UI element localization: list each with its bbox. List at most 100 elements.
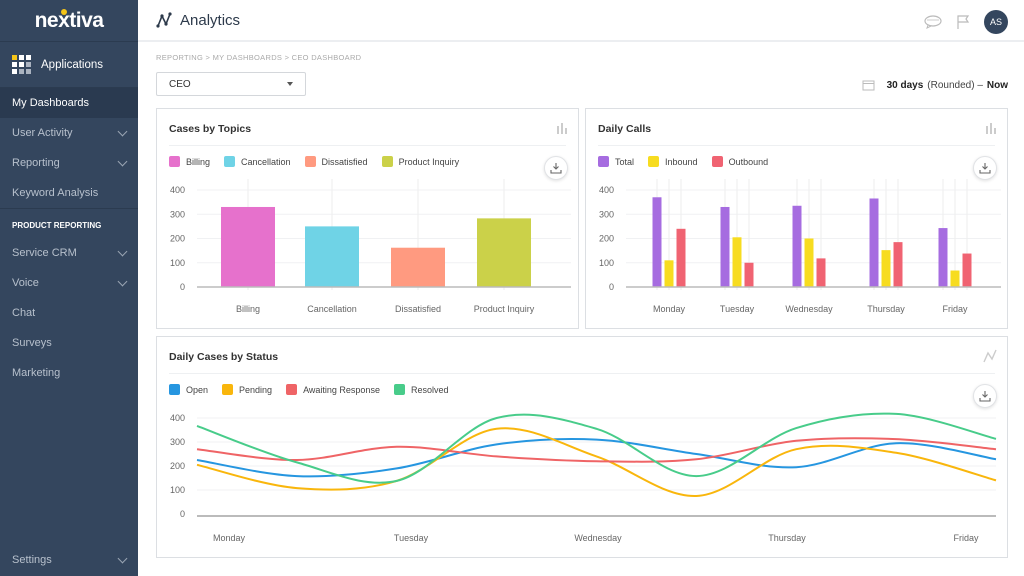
x-tick-label: Wednesday bbox=[574, 533, 622, 543]
bar-inbound-friday bbox=[950, 270, 960, 287]
chat-icon[interactable] bbox=[924, 15, 942, 29]
x-tick-label: Product Inquiry bbox=[474, 304, 535, 314]
legend-swatch bbox=[393, 384, 405, 395]
sidebar-item-marketing[interactable]: Marketing bbox=[12, 367, 61, 379]
legend-item[interactable]: Awaiting Response bbox=[286, 384, 380, 395]
line-chart-icon[interactable] bbox=[983, 349, 997, 368]
nextiva-logo[interactable]: nextiva bbox=[0, 0, 138, 42]
apps-grid-icon bbox=[12, 55, 31, 74]
chart-plot: 0 100 200 300 400 Monday Tuesday Wednesday Thurs… bbox=[599, 179, 1001, 314]
x-tick-label: Cancellation bbox=[307, 304, 357, 314]
legend-swatch bbox=[381, 156, 393, 167]
analytics-icon bbox=[156, 12, 172, 28]
bar-dissatisfied bbox=[391, 247, 445, 287]
legend-item[interactable]: Cancellation bbox=[224, 156, 291, 167]
section-product-reporting: PRODUCT REPORTING bbox=[0, 208, 138, 238]
bar-inbound-thursday bbox=[881, 250, 891, 287]
sidebar: nextiva Applications My Dashboards User A… bbox=[0, 0, 138, 576]
chart-plot: 0 100 200 300 400 Billing Cancellation Dissatis… bbox=[170, 179, 571, 314]
y-tick-label: 0 bbox=[609, 282, 614, 292]
y-tick-label: 300 bbox=[599, 209, 614, 219]
legend-swatch bbox=[286, 384, 298, 395]
sidebar-item-keyword-analysis[interactable]: Keyword Analysis bbox=[12, 187, 99, 199]
y-tick-label: 400 bbox=[599, 185, 614, 195]
sidebar-item-chat[interactable]: Chat bbox=[12, 307, 36, 319]
sidebar-item-my-dashboards[interactable]: My Dashboards bbox=[0, 88, 138, 118]
caret-down-icon bbox=[287, 82, 293, 86]
download-button[interactable] bbox=[544, 156, 568, 180]
dashboard-select[interactable]: CEO bbox=[156, 72, 306, 96]
sidebar-item-surveys[interactable]: Surveys bbox=[12, 337, 52, 349]
sidebar-item-user-activity[interactable]: User Activity bbox=[0, 118, 138, 148]
sidebar-item-voice[interactable]: Voice bbox=[0, 268, 138, 298]
legend-swatch bbox=[169, 384, 180, 395]
flag-icon[interactable] bbox=[956, 14, 970, 30]
download-button[interactable] bbox=[973, 384, 997, 408]
y-tick-label: 100 bbox=[599, 258, 614, 268]
legend-swatch bbox=[648, 156, 660, 167]
calendar-icon bbox=[862, 80, 875, 91]
bar-inbound-monday bbox=[664, 260, 674, 287]
legend-swatch bbox=[598, 156, 609, 167]
y-tick-label: 100 bbox=[170, 485, 185, 495]
bar-total-wednesday bbox=[792, 205, 802, 287]
sidebar-item-service-crm[interactable]: Service CRM bbox=[0, 238, 138, 268]
breadcrumb: REPORTING > MY DASHBOARDS > CEO DASHBOAR… bbox=[156, 53, 362, 62]
chart-legend: Total Inbound Outbound bbox=[598, 156, 768, 167]
y-tick-label: 400 bbox=[170, 413, 185, 423]
chart-legend: Open Pending Awaiting Response Resolved bbox=[169, 384, 448, 395]
legend-swatch bbox=[169, 156, 180, 167]
bar-total-tuesday bbox=[720, 206, 730, 287]
bar-chart-icon[interactable] bbox=[556, 121, 568, 139]
x-tick-label: Thursday bbox=[768, 533, 806, 543]
legend-item[interactable]: Outbound bbox=[711, 156, 768, 167]
bar-outbound-wednesday bbox=[816, 258, 826, 287]
legend-item[interactable]: Total bbox=[598, 156, 634, 167]
sidebar-item-settings[interactable]: Settings bbox=[0, 545, 138, 575]
bar-inbound-wednesday bbox=[804, 238, 814, 287]
sidebar-item-reporting[interactable]: Reporting bbox=[0, 148, 138, 178]
legend-item[interactable]: Billing bbox=[169, 156, 210, 167]
page-title: Analytics bbox=[180, 11, 241, 29]
legend-item[interactable]: Product Inquiry bbox=[381, 156, 459, 167]
legend-swatch bbox=[304, 156, 316, 167]
line-pending bbox=[196, 427, 997, 498]
legend-item[interactable]: Pending bbox=[222, 384, 272, 395]
applications-label: Applications bbox=[41, 58, 104, 71]
bar-total-monday bbox=[652, 197, 662, 287]
chart-title: Daily Calls bbox=[598, 123, 652, 135]
applications-button[interactable]: Applications bbox=[0, 42, 138, 88]
chart-legend: Billing Cancellation Dissatisfied Product I… bbox=[169, 156, 459, 167]
y-tick-label: 200 bbox=[170, 234, 185, 244]
chart-title: Daily Cases by Status bbox=[169, 351, 279, 363]
legend-item[interactable]: Open bbox=[169, 384, 208, 395]
daily-calls-card: Daily Calls Total Inbound Outbound 0 100 200 30… bbox=[585, 108, 1008, 329]
y-tick-label: 400 bbox=[170, 185, 185, 195]
legend-item[interactable]: Inbound bbox=[648, 156, 698, 167]
bar-chart-icon[interactable] bbox=[985, 121, 997, 139]
chevron-down-icon bbox=[117, 156, 128, 166]
x-tick-label: Tuesday bbox=[394, 533, 429, 543]
top-header: Analytics AS bbox=[138, 0, 1024, 42]
x-tick-label: Friday bbox=[942, 304, 968, 314]
x-tick-label: Monday bbox=[213, 533, 246, 543]
bar-outbound-monday bbox=[676, 228, 686, 287]
x-tick-label: Thursday bbox=[867, 304, 905, 314]
x-tick-label: Wednesday bbox=[785, 304, 833, 314]
bar-outbound-friday bbox=[962, 253, 972, 287]
download-button[interactable] bbox=[973, 156, 997, 180]
avatar[interactable]: AS bbox=[984, 10, 1008, 34]
legend-item[interactable]: Resolved bbox=[393, 384, 448, 395]
x-tick-label: Monday bbox=[653, 304, 686, 314]
download-icon bbox=[550, 163, 562, 174]
chart-plot: 0 100 200 300 400 Monday Tuesday Wednesday Thurs… bbox=[170, 412, 997, 543]
chevron-down-icon bbox=[117, 276, 128, 286]
date-range[interactable]: 30 days (Rounded) – Now bbox=[862, 79, 1008, 91]
legend-swatch bbox=[224, 156, 236, 167]
bar-billing bbox=[221, 206, 275, 287]
cases-by-topics-card: Cases by Topics Billing Cancellation Dissat… bbox=[156, 108, 579, 329]
legend-swatch bbox=[222, 384, 234, 395]
bar-product-inquiry bbox=[477, 218, 531, 287]
chevron-down-icon bbox=[117, 126, 128, 136]
legend-item[interactable]: Dissatisfied bbox=[304, 156, 368, 167]
